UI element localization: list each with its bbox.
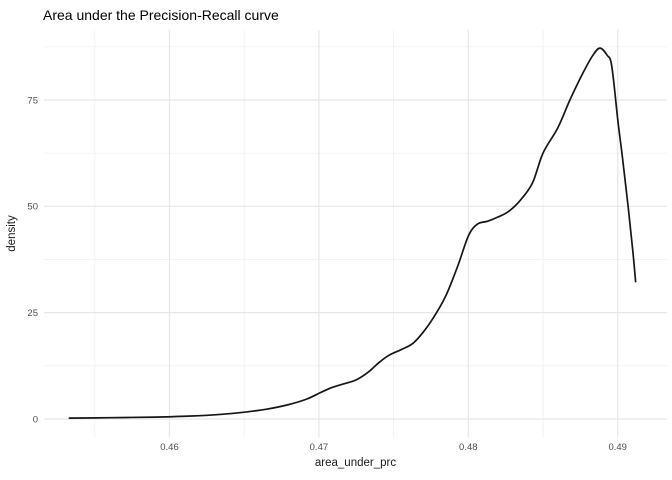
y-tick-label: 50 [27,202,38,213]
x-tick-label: 0.47 [310,442,329,453]
x-tick-label: 0.46 [160,442,179,453]
y-axis-title: density [6,215,18,252]
y-axis-tick-labels: 0 25 50 75 [27,95,38,425]
x-axis-title: area_under_prc [315,457,396,469]
density-curve [68,47,637,419]
x-tick-label: 0.49 [608,442,627,453]
minor-gridlines [44,30,667,438]
x-tick-label: 0.48 [459,442,478,453]
y-tick-label: 25 [27,308,38,319]
x-axis-tick-labels: 0.46 0.47 0.48 0.49 [160,442,627,453]
y-tick-label: 75 [27,95,38,106]
y-tick-label: 0 [33,414,38,425]
major-gridlines [44,30,667,438]
plot-title: Area under the Precision-Recall curve [43,7,279,23]
